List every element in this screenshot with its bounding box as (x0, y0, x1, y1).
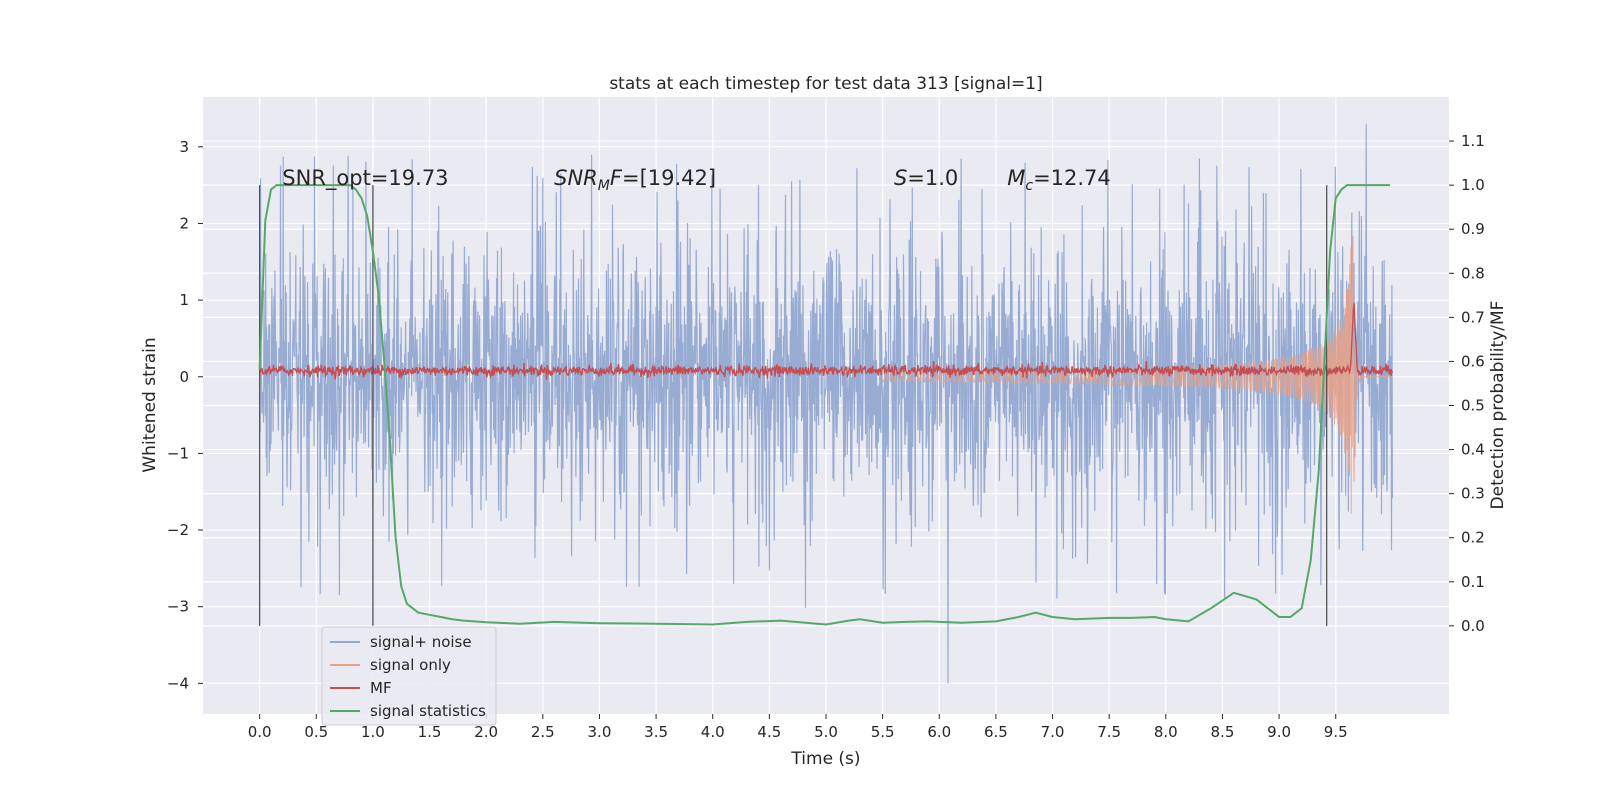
annotations: SNR_opt=19.73 SNRMF=[19.42] S=1.0 Mc=12.74 (282, 166, 1110, 194)
y-tick-label: 3 (179, 138, 189, 156)
y2-tick-label: 1.1 (1461, 132, 1485, 150)
legend-label: MF (370, 679, 392, 697)
y-tick-label: 1 (179, 291, 189, 309)
legend-label: signal+ noise (370, 633, 472, 651)
signal-noise-line (259, 123, 1393, 684)
annotation-3: Mc=12.74 (1007, 166, 1111, 194)
x-tick-label: 7.0 (1041, 723, 1065, 741)
x-tick-label: 8.5 (1211, 723, 1235, 741)
x-tick-label: 6.5 (984, 723, 1008, 741)
x-tick-label: 3.0 (588, 723, 612, 741)
ticks: 0.0 0.5 1.0 1.5 2.0 2.5 3.0 3.5 4.0 4.5 5.0 5.5 6.0 6… (167, 132, 1485, 741)
y-tick-label: −4 (167, 674, 189, 692)
y-tick-label: −2 (167, 521, 189, 539)
y-tick-label: 0 (179, 368, 189, 386)
x-tick-label: 7.5 (1097, 723, 1121, 741)
y2-tick-label: 0.7 (1461, 308, 1485, 326)
y2-axis-label: Detection probability/MF (1488, 301, 1508, 510)
legend-box (321, 626, 497, 726)
x-tick-label: 5.5 (871, 723, 895, 741)
y-tick-label: −3 (167, 598, 189, 616)
y-tick-label: 2 (179, 214, 189, 232)
y2-tick-label: 0.9 (1461, 220, 1485, 238)
y2-tick-label: 1.0 (1461, 176, 1485, 194)
chart-title: stats at each timestep for test data 313… (609, 74, 1042, 94)
signal-statistics-line (258, 184, 1391, 626)
x-tick-label: 0.5 (304, 723, 328, 741)
legend-label: signal statistics (370, 702, 486, 720)
y2-tick-label: 0.3 (1461, 485, 1485, 503)
legend-label: signal only (370, 656, 451, 674)
annotation-0: SNR_opt=19.73 (282, 166, 448, 191)
x-tick-label: 5.0 (814, 723, 838, 741)
mf-line (258, 302, 1394, 380)
legend: signal+ noise signal only MF signal statist… (321, 626, 497, 726)
y2-tick-label: 0.8 (1461, 264, 1485, 282)
annotation-2: S=1.0 (894, 166, 958, 190)
x-tick-label: 1.0 (361, 723, 385, 741)
y-axis-label: Whitened strain (140, 337, 160, 472)
x-tick-label: 4.5 (757, 723, 781, 741)
y2-tick-label: 0.6 (1461, 352, 1485, 370)
x-tick-label: 2.5 (531, 723, 555, 741)
y2-tick-label: 0.0 (1461, 617, 1485, 635)
y2-tick-label: 0.1 (1461, 573, 1485, 591)
x-tick-label: 2.0 (474, 723, 498, 741)
y2-tick-label: 0.2 (1461, 529, 1485, 547)
signal-only-line (882, 235, 1393, 514)
y-tick-label: −1 (167, 444, 189, 462)
x-tick-label: 3.5 (644, 723, 668, 741)
x-tick-label: 0.0 (248, 723, 272, 741)
x-tick-label: 4.0 (701, 723, 725, 741)
y2-tick-label: 0.5 (1461, 397, 1485, 415)
x-tick-label: 1.5 (418, 723, 442, 741)
x-tick-label: 8.0 (1154, 723, 1178, 741)
x-tick-label: 6.0 (927, 723, 951, 741)
x-tick-label: 9.5 (1324, 723, 1348, 741)
y2-tick-label: 0.4 (1461, 441, 1485, 459)
x-axis-label: Time (s) (790, 749, 860, 769)
x-tick-label: 9.0 (1267, 723, 1291, 741)
annotation-1: SNRMF=[19.42] (554, 166, 716, 194)
plot-series (258, 123, 1394, 684)
